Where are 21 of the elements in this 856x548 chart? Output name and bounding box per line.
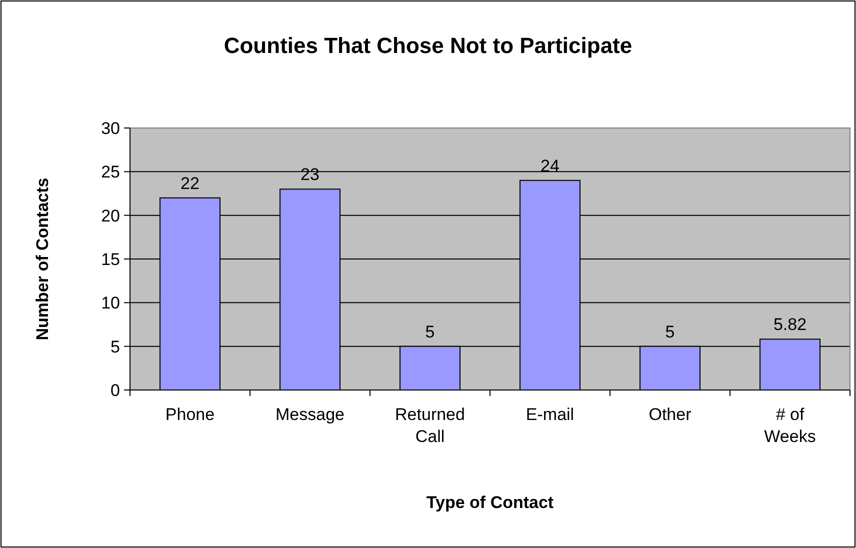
y-tick-label: 10 [101, 294, 120, 313]
x-tick-label: Other [648, 405, 692, 424]
x-tick-label: Phone [165, 405, 215, 424]
x-tick-label: # of Weeks [764, 405, 816, 446]
y-tick-label: 5 [110, 337, 120, 356]
y-tick-label: 25 [101, 162, 120, 182]
data-label: 5 [425, 322, 435, 342]
y-tick-label: 0 [110, 380, 120, 400]
x-axis-title: Type of Contact [426, 493, 554, 512]
x-tick-label: Returned Call [395, 405, 465, 446]
y-axis-title: Number of Contacts [33, 178, 52, 340]
data-label: 24 [540, 156, 560, 176]
data-label: 5 [665, 322, 675, 342]
x-tick-label: E-mail [526, 405, 574, 424]
x-tick-label: Message [276, 405, 344, 424]
y-tick-label: 15 [101, 250, 120, 269]
y-tick-label: 20 [101, 206, 120, 226]
data-label: 5.82 [773, 315, 807, 334]
y-tick-label: 30 [101, 118, 120, 138]
data-label: 22 [180, 174, 200, 193]
chart-title: Counties That Chose Not to Participate [224, 33, 632, 58]
